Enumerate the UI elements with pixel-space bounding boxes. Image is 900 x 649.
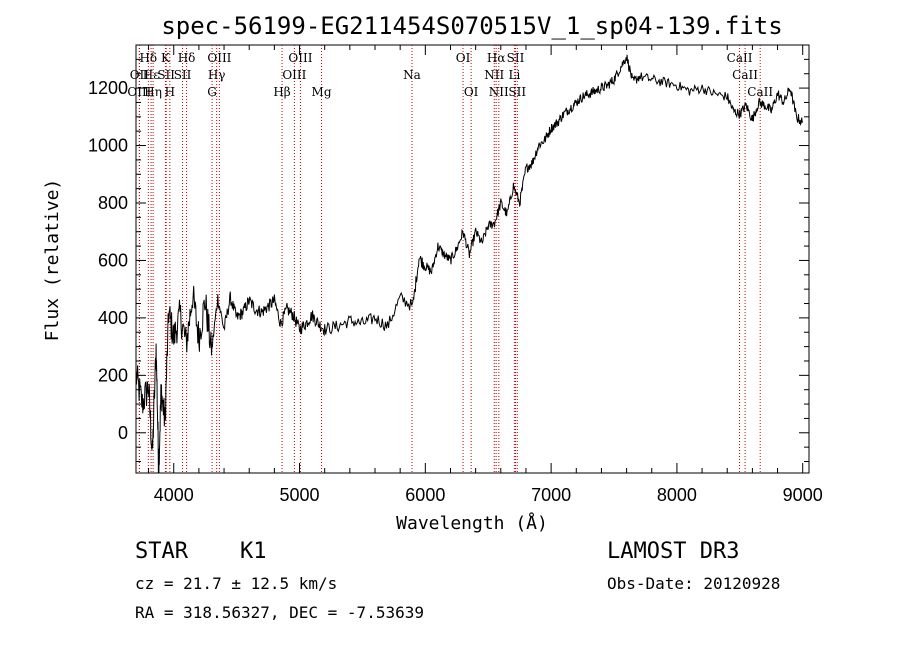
subclass-text: K1	[240, 539, 267, 564]
x-axis-label: Wavelength (Å)	[396, 512, 548, 534]
classification-text: STAR	[135, 539, 188, 564]
emission-line-label: SII	[174, 68, 192, 82]
emission-line-label: Li	[508, 68, 520, 82]
x-tick-label: 8000	[657, 485, 697, 505]
y-tick-label: 1200	[88, 78, 128, 98]
coordinates-text: RA = 318.56327, DEC = -7.53639	[135, 603, 424, 622]
emission-line-label: K	[161, 51, 171, 65]
emission-line-label: OIII	[288, 51, 312, 65]
emission-line-label: CaII	[747, 85, 773, 99]
emission-line-label: SII	[508, 85, 526, 99]
emission-line-label: Hε	[143, 68, 160, 82]
emission-line-label: OI	[464, 85, 479, 99]
y-tick-label: 600	[98, 250, 128, 270]
x-tick-label: 6000	[405, 485, 445, 505]
obs-date-text: Obs-Date: 20120928	[607, 574, 781, 593]
y-tick-label: 800	[98, 193, 128, 213]
emission-line-label: Mg	[312, 85, 332, 99]
y-tick-label: 200	[98, 365, 128, 385]
emission-line-label: Hα	[487, 51, 506, 65]
plot-frame	[135, 44, 810, 474]
chart-title: spec-56199-EG211454S070515V_1_sp04-139.f…	[161, 12, 782, 40]
emission-line-label: OIII	[282, 68, 306, 82]
emission-line-label: H	[165, 85, 175, 99]
emission-line-label: NII	[489, 85, 509, 99]
y-tick-label: 1000	[88, 136, 128, 156]
emission-line-label: Na	[403, 68, 421, 82]
emission-line-label: Hβ	[273, 85, 290, 99]
x-tick-label: 7000	[531, 485, 571, 505]
emission-line-label: Hδ	[139, 51, 157, 65]
y-tick-label: 0	[118, 423, 128, 443]
emission-line-label: SII	[507, 51, 525, 65]
series-group	[136, 54, 804, 473]
x-axis: 4000 5000 6000 7000 8000 9000	[148, 45, 823, 505]
emission-line-label: OIII	[207, 51, 231, 65]
emission-line-label: Hη	[144, 85, 162, 99]
y-axis-label: Flux (relative)	[42, 179, 63, 342]
x-tick-label: 9000	[783, 485, 823, 505]
emission-line-label: Hδ	[178, 51, 196, 65]
x-tick-label: 5000	[280, 485, 320, 505]
survey-text: LAMOST DR3	[607, 539, 740, 564]
emission-line-label: SII	[157, 68, 175, 82]
spectrum-series-line	[136, 54, 804, 473]
emission-line-label: NII	[484, 68, 504, 82]
y-axis: 0 200 400 600 800 1000 1200	[88, 58, 809, 463]
emission-line-label: CaII	[732, 68, 758, 82]
emission-line-label: G	[207, 85, 217, 99]
x-tick-label: 4000	[154, 485, 194, 505]
redshift-text: cz = 21.7 ± 12.5 km/s	[135, 574, 338, 593]
emission-line-label: OII	[130, 68, 150, 82]
y-tick-label: 400	[98, 308, 128, 328]
emission-line-label: OI	[456, 51, 471, 65]
emission-line-label: CaII	[727, 51, 753, 65]
emission-lines	[138, 45, 761, 473]
emission-line-label: Hγ	[208, 68, 226, 82]
